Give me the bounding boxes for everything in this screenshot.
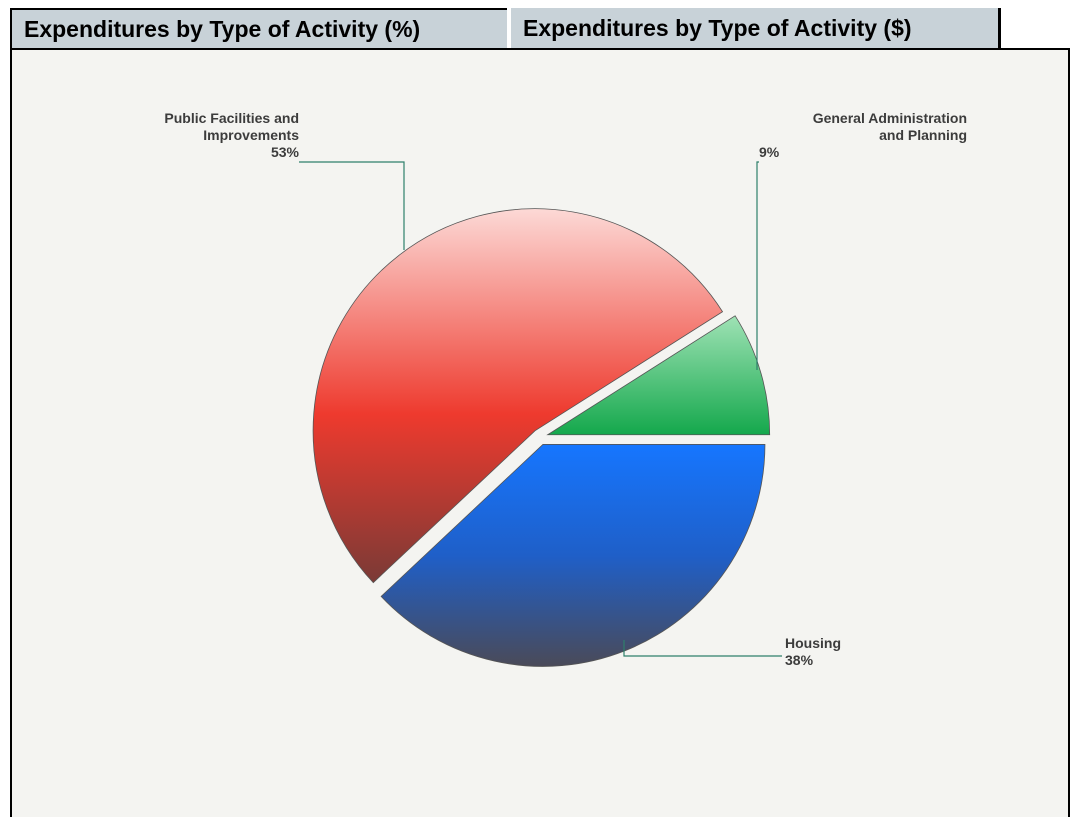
- leader-line-public-facilities: [299, 161, 405, 250]
- chart-panel: Public Facilities and Improvements 53% Gene…: [10, 48, 1070, 817]
- slice-housing[interactable]: [380, 444, 766, 667]
- slice-general-administration[interactable]: [546, 315, 771, 436]
- label-public-facilities-line-1: Public Facilities and: [164, 110, 299, 126]
- tab-bar: Expenditures by Type of Activity (%) Exp…: [10, 8, 1001, 48]
- value-label-general-administration: 9%: [759, 144, 780, 160]
- value-label-housing: 38%: [785, 652, 814, 668]
- tab-expenditures-percent[interactable]: Expenditures by Type of Activity (%): [10, 8, 507, 48]
- label-general-administration-line-2: and Planning: [879, 127, 967, 143]
- tab-expenditures-dollars[interactable]: Expenditures by Type of Activity ($): [511, 8, 1001, 48]
- label-general-administration-line-1: General Administration: [813, 110, 967, 126]
- label-housing-line-1: Housing: [785, 635, 841, 651]
- label-public-facilities-line-2: Improvements: [203, 127, 299, 143]
- slice-public-facilities[interactable]: [312, 208, 724, 584]
- leader-line-general-administration: [756, 161, 759, 370]
- leader-line-housing: [623, 640, 782, 657]
- value-label-public-facilities: 53%: [271, 144, 300, 160]
